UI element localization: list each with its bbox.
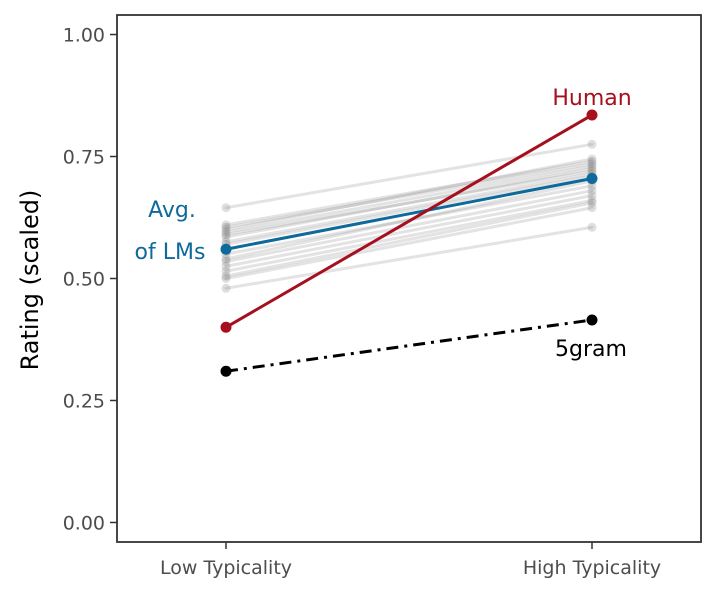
fivegram-label: 5gram	[555, 337, 627, 362]
lm-series-4	[221, 161, 597, 237]
lm-point-6-0	[221, 232, 231, 242]
lm-point-16-1	[587, 222, 597, 232]
human-label: Human	[552, 86, 631, 111]
lm-line-4	[224, 164, 594, 234]
lm-point-16-0	[221, 283, 231, 293]
lm-series-13	[221, 195, 597, 276]
lm-point-15-0	[221, 274, 231, 283]
lm-line-5	[224, 169, 594, 237]
avg-of-lms-line	[225, 176, 593, 251]
lm-point-1-1	[587, 156, 597, 166]
lm-series-3	[221, 154, 597, 235]
x-axis: Low Typicality High Typicality	[160, 542, 661, 579]
lm-line-3	[224, 157, 594, 232]
lm-average-label-line2: of LMs	[135, 240, 206, 265]
lm-series-1	[221, 156, 597, 230]
lm-line-1	[224, 159, 594, 227]
lm-series-5	[221, 166, 597, 240]
lm-line-13	[224, 198, 594, 273]
lm-point-0-1	[587, 139, 597, 149]
lm-point-13-0	[221, 266, 231, 276]
lm-point-0-0	[221, 203, 231, 213]
lm-point-6-1	[587, 164, 597, 174]
lm-point-5-0	[221, 230, 231, 240]
human-series	[220, 109, 598, 333]
lm-point-11-0	[221, 256, 231, 266]
lm-series-12	[221, 191, 597, 271]
lm-line-0	[224, 142, 594, 210]
lm-point-1-0	[221, 220, 231, 230]
lm-point-2-0	[221, 222, 231, 232]
main-series	[220, 109, 598, 377]
lm-line-11	[224, 189, 594, 263]
lm-point-4-0	[221, 227, 231, 237]
lm-average-label-line1: Avg.	[148, 198, 196, 223]
lm-line-7	[224, 172, 594, 244]
lm-point-3-0	[221, 225, 231, 235]
plot-panel	[116, 14, 702, 543]
avg-of-lms-point-0	[220, 243, 232, 255]
lm-series-11	[221, 186, 597, 266]
human-point-1	[586, 109, 598, 121]
avg-of-lms-series	[220, 172, 598, 255]
lm-line-16	[224, 225, 594, 290]
lm-line-12	[224, 194, 594, 268]
5gram-point-1	[586, 314, 598, 326]
lm-point-5-1	[587, 166, 597, 176]
lm-line-15	[224, 206, 594, 280]
lm-series-14	[221, 198, 597, 281]
lm-point-7-0	[221, 237, 231, 247]
lm-point-2-1	[587, 159, 597, 169]
x-tick-label-1: High Typicality	[523, 557, 661, 579]
5gram-point-0	[220, 365, 232, 377]
lm-point-13-1	[587, 195, 597, 205]
lm-point-4-1	[587, 161, 597, 171]
lm-series-16	[221, 222, 597, 293]
y-tick-label-0: 0.00	[63, 512, 105, 534]
lm-point-15-1	[587, 203, 597, 213]
lm-line-8	[224, 174, 594, 246]
5gram-line	[225, 318, 593, 373]
lm-line-2	[224, 162, 594, 229]
lm-point-14-0	[221, 271, 231, 281]
lm-point-12-0	[221, 261, 231, 271]
avg-of-lms-point-1	[586, 172, 598, 184]
y-axis: 0.00 0.25 0.50 0.75 1.00	[63, 25, 117, 534]
lm-point-12-1	[587, 191, 597, 201]
lm-point-9-1	[587, 181, 597, 191]
5gram-series	[220, 314, 598, 377]
lm-point-10-0	[221, 254, 231, 264]
y-tick-label-4: 1.00	[63, 25, 105, 47]
lm-series-15	[221, 203, 597, 283]
y-tick-label-2: 0.50	[63, 269, 105, 291]
lm-series-6	[221, 164, 597, 242]
lm-series-2	[221, 159, 597, 232]
y-tick-label-1: 0.25	[63, 390, 105, 412]
lm-line-14	[224, 201, 594, 278]
human-point-0	[220, 321, 232, 333]
y-tick-label-3: 0.75	[63, 147, 105, 169]
lm-point-11-1	[587, 186, 597, 196]
individual-lm-series	[221, 139, 597, 293]
human-line	[225, 113, 593, 329]
lm-point-3-1	[587, 154, 597, 164]
lm-series-0	[221, 139, 597, 213]
lm-point-14-1	[587, 198, 597, 208]
x-tick-label-0: Low Typicality	[160, 557, 292, 579]
lm-line-6	[224, 167, 594, 239]
y-axis-title: Rating (scaled)	[16, 190, 44, 371]
